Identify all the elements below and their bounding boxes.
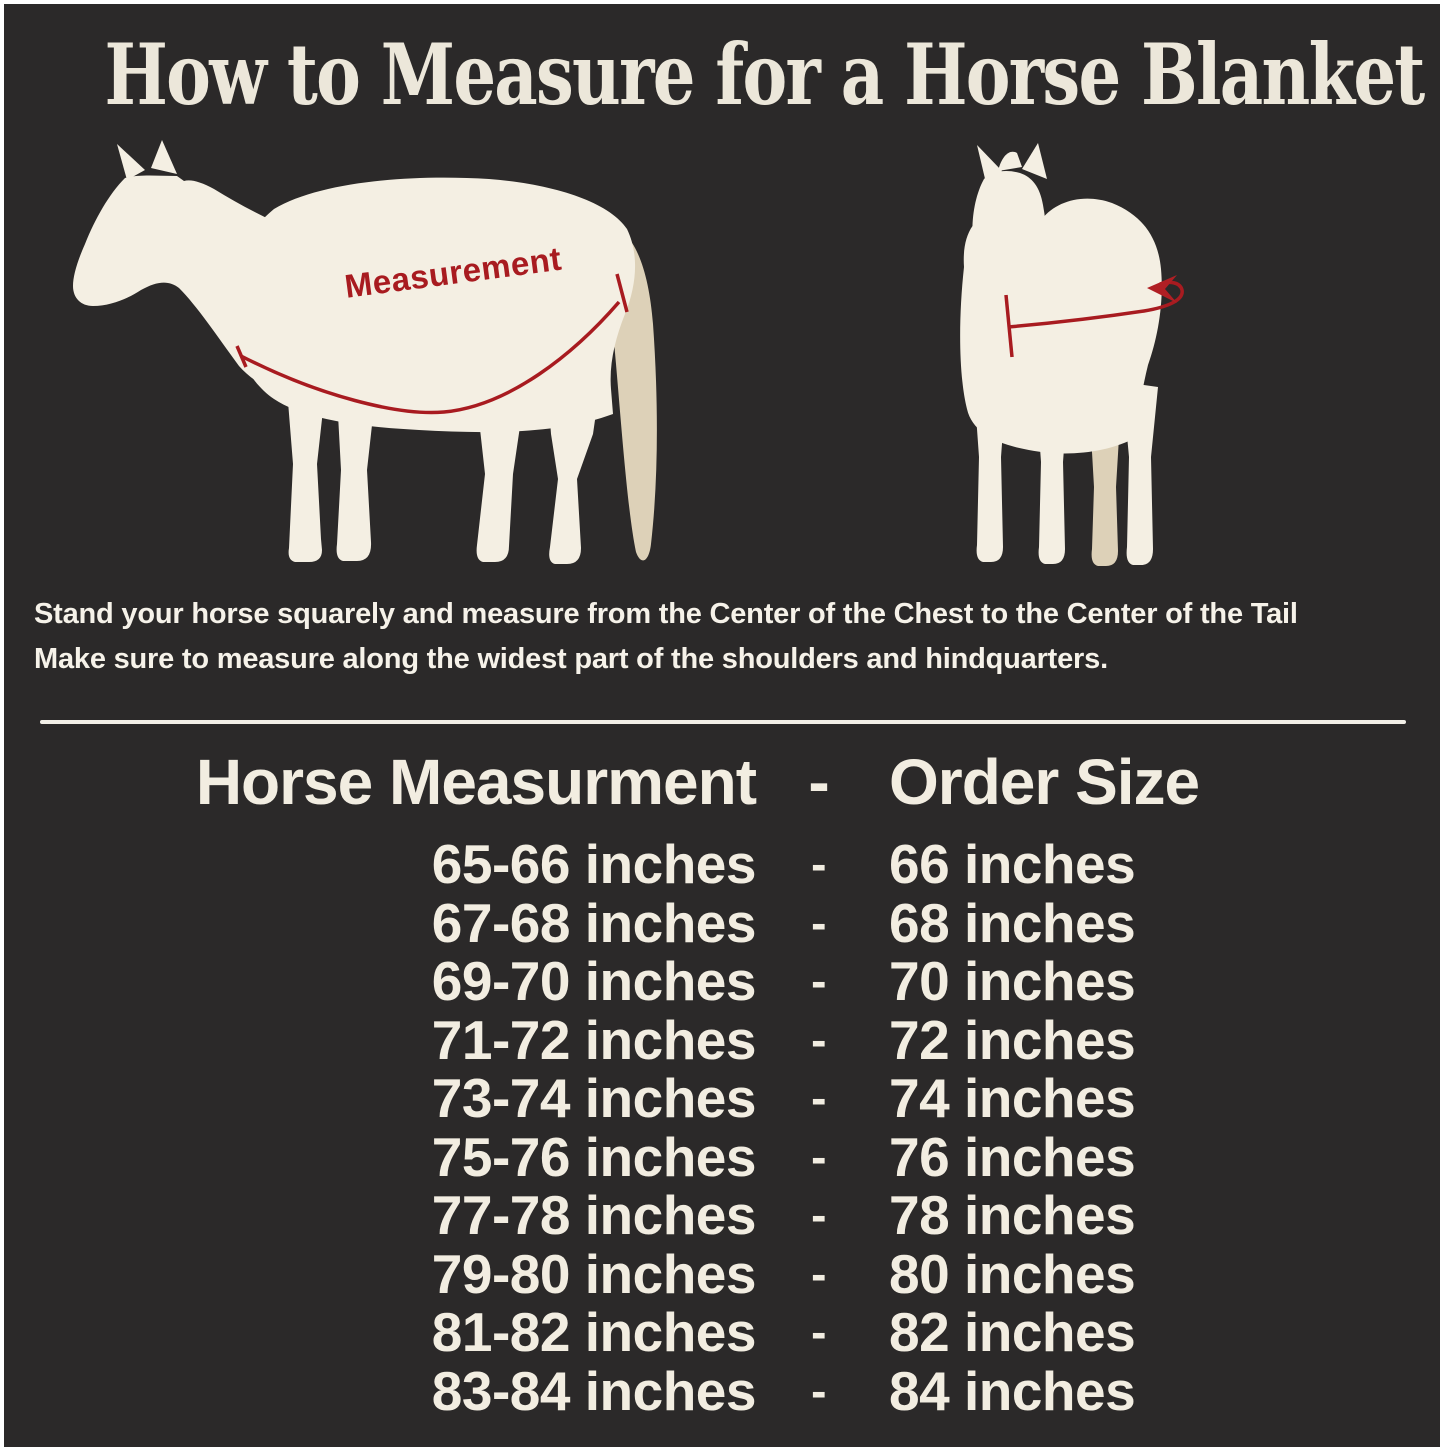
horse-measurement-value: 83-84 inches — [431, 1359, 757, 1422]
order-size-value: 66 inches — [889, 833, 1136, 895]
horse-measurement-value: 81-82 inches — [431, 1301, 757, 1363]
instructions-line-1: Stand your horse squarely and measure fr… — [34, 598, 1298, 630]
measurement-arrow-icon — [1147, 275, 1177, 303]
size-row: 65-66 inches - 66 inches — [4, 832, 1440, 895]
separator: - — [811, 1364, 826, 1417]
separator: - — [811, 896, 826, 949]
separator: - — [811, 1189, 826, 1241]
order-size-value: 70 inches — [889, 950, 1136, 1012]
header-horse-measurement: Horse Measurment — [195, 746, 757, 818]
page-title: How to Measure for a Horse Blanket — [104, 26, 1426, 125]
header-separator: - — [808, 746, 829, 818]
order-size-value: 80 inches — [889, 1242, 1136, 1305]
size-row: 75-76 inches - 76 inches — [4, 1125, 1440, 1188]
instructions-line-2: Make sure to measure along the widest pa… — [34, 643, 1108, 675]
horse-body — [231, 177, 636, 433]
separator: - — [811, 1013, 826, 1066]
order-size-value: 74 inches — [889, 1067, 1136, 1129]
horse-measurement-value: 75-76 inches — [431, 1125, 757, 1188]
side-view-horse-illustration — [73, 140, 657, 564]
size-row: 83-84 inches - 84 inches — [4, 1359, 1440, 1422]
measurement-line — [235, 273, 629, 415]
horse-far-leg — [1090, 417, 1120, 566]
separator: - — [811, 1130, 826, 1183]
horse-ears — [117, 140, 177, 180]
front-view-horse-illustration — [960, 143, 1184, 566]
size-row: 81-82 inches - 82 inches — [4, 1300, 1440, 1363]
dark-panel: How to Measure for a Horse Blanket — [4, 4, 1440, 1447]
horse-legs — [287, 378, 601, 564]
order-size-value: 82 inches — [889, 1301, 1136, 1363]
size-row: 67-68 inches - 68 inches — [4, 891, 1440, 954]
separator: - — [811, 1072, 826, 1124]
separator: - — [811, 1247, 826, 1300]
measurement-line — [1004, 275, 1184, 358]
horse-measurement-value: 67-68 inches — [431, 891, 757, 954]
order-size-value: 76 inches — [889, 1125, 1136, 1188]
order-size-value: 72 inches — [889, 1008, 1136, 1071]
horse-measurement-value: 73-74 inches — [431, 1067, 757, 1129]
illustration-area: Measurement — [4, 4, 1440, 604]
horse-measurement-value: 69-70 inches — [431, 950, 757, 1012]
separator: - — [811, 955, 826, 1007]
horse-ears — [977, 143, 1047, 183]
size-table-header: Horse Measurment - Order Size — [4, 732, 1440, 832]
horse-measurement-value: 77-78 inches — [431, 1184, 757, 1246]
order-size-value: 68 inches — [889, 891, 1136, 954]
size-row: 69-70 inches - 70 inches — [4, 949, 1440, 1012]
size-row: 79-80 inches - 80 inches — [4, 1242, 1440, 1305]
horse-body — [960, 198, 1162, 454]
divider-line — [40, 720, 1406, 724]
header-order-size: Order Size — [889, 746, 1200, 818]
horse-measurement-value: 79-80 inches — [431, 1242, 757, 1305]
order-size-value: 84 inches — [889, 1359, 1136, 1422]
size-row: 77-78 inches - 78 inches — [4, 1183, 1440, 1246]
size-table: Horse Measurment - Order Size 65-66 inch… — [4, 732, 1440, 1422]
horse-measurement-value: 65-66 inches — [431, 833, 757, 895]
order-size-value: 78 inches — [889, 1184, 1136, 1246]
horse-measurement-value: 71-72 inches — [431, 1008, 757, 1071]
separator: - — [811, 1306, 826, 1358]
size-row: 71-72 inches - 72 inches — [4, 1008, 1440, 1071]
size-row: 73-74 inches - 74 inches — [4, 1066, 1440, 1129]
instructions: Stand your horse squarely and measure fr… — [34, 592, 1439, 682]
separator: - — [811, 838, 826, 890]
